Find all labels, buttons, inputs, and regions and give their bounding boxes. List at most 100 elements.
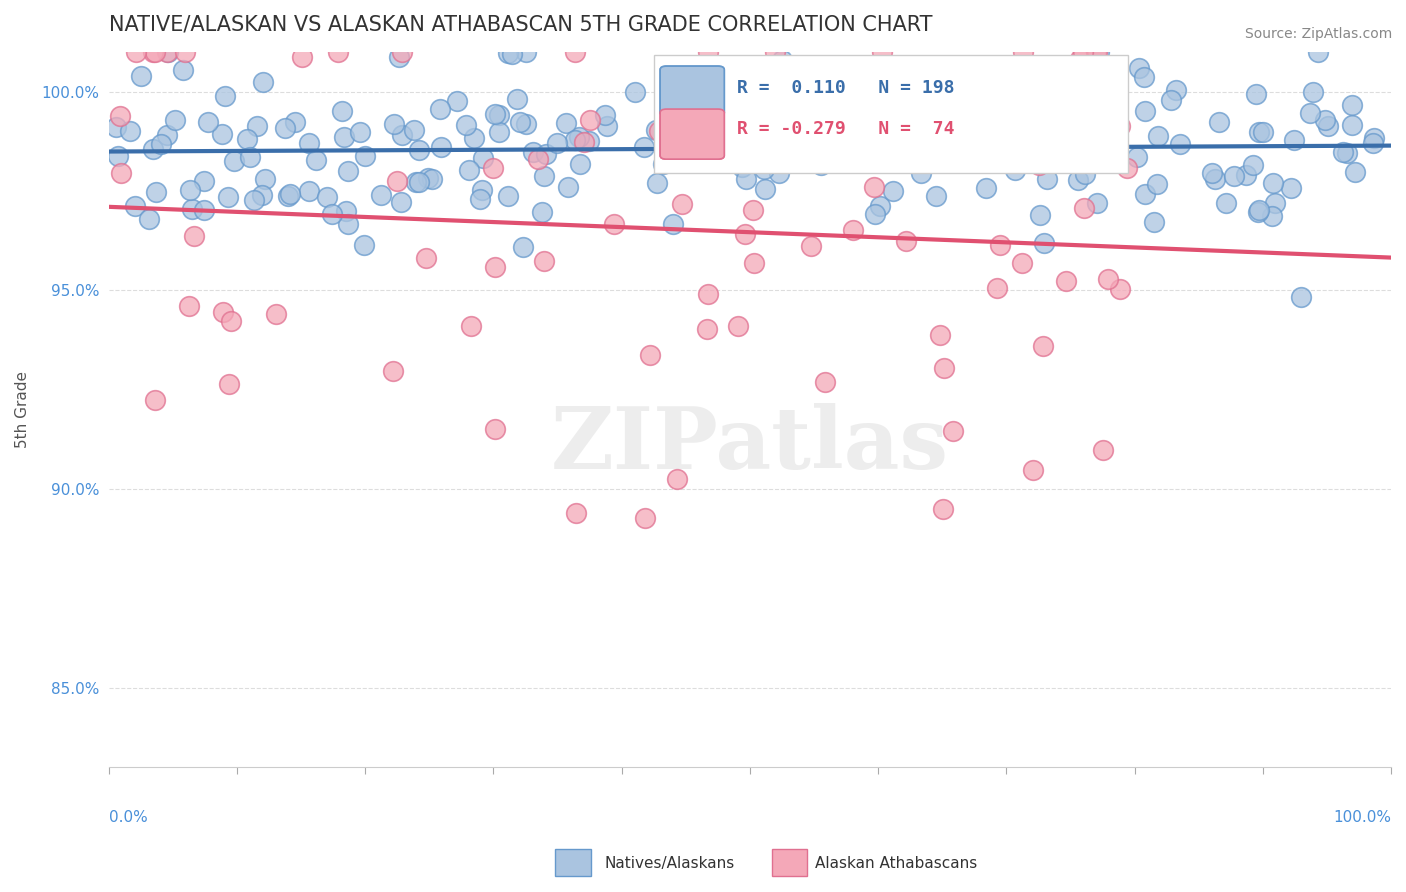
- Point: [1264, 195, 1286, 210]
- Point: [522, 145, 544, 159]
- Point: [1249, 125, 1271, 139]
- Point: [865, 131, 887, 145]
- Point: [471, 183, 494, 197]
- Point: [1315, 112, 1337, 127]
- Point: [603, 217, 626, 231]
- Point: [983, 86, 1005, 100]
- Point: [472, 151, 495, 165]
- FancyBboxPatch shape: [654, 55, 1128, 173]
- Point: [214, 89, 236, 103]
- Point: [665, 472, 688, 486]
- Point: [910, 165, 932, 179]
- Point: [250, 188, 273, 202]
- Point: [1000, 112, 1022, 127]
- Point: [1299, 106, 1322, 120]
- Point: [484, 107, 506, 121]
- Point: [842, 222, 865, 236]
- Point: [298, 184, 321, 198]
- Point: [1028, 158, 1050, 172]
- Text: R =  0.110   N = 198: R = 0.110 N = 198: [737, 78, 955, 96]
- Point: [388, 49, 411, 63]
- Point: [800, 238, 823, 252]
- Point: [353, 148, 375, 162]
- Point: [894, 235, 917, 249]
- Point: [1022, 463, 1045, 477]
- Point: [908, 89, 931, 103]
- Point: [1133, 186, 1156, 201]
- Text: Source: ZipAtlas.com: Source: ZipAtlas.com: [1244, 27, 1392, 41]
- Point: [651, 157, 673, 171]
- Point: [557, 180, 579, 194]
- Point: [1341, 119, 1364, 133]
- Point: [337, 217, 360, 231]
- Point: [1031, 149, 1053, 163]
- Point: [328, 45, 350, 59]
- Point: [534, 147, 557, 161]
- Point: [799, 140, 821, 154]
- Point: [150, 136, 173, 151]
- Point: [1222, 169, 1244, 184]
- Point: [1071, 45, 1094, 59]
- Point: [1204, 172, 1226, 186]
- Point: [217, 190, 239, 204]
- FancyBboxPatch shape: [661, 109, 724, 159]
- Point: [662, 217, 685, 231]
- Point: [770, 54, 793, 68]
- Point: [389, 195, 412, 210]
- Point: [555, 115, 578, 129]
- Point: [863, 180, 886, 194]
- Point: [735, 171, 758, 186]
- Point: [145, 392, 167, 407]
- Point: [1201, 166, 1223, 180]
- Point: [882, 184, 904, 198]
- Point: [143, 45, 166, 59]
- Point: [1146, 128, 1168, 143]
- Point: [1012, 145, 1035, 160]
- Point: [742, 129, 765, 144]
- Point: [501, 46, 523, 61]
- Point: [212, 304, 235, 318]
- Point: [484, 422, 506, 436]
- Point: [236, 131, 259, 145]
- Point: [734, 227, 756, 241]
- Point: [870, 45, 893, 59]
- Point: [181, 202, 204, 217]
- Point: [533, 169, 555, 183]
- Point: [498, 189, 520, 203]
- Point: [810, 158, 832, 172]
- Point: [382, 117, 405, 131]
- Point: [1166, 83, 1188, 97]
- Point: [645, 123, 668, 137]
- Point: [142, 45, 165, 59]
- Point: [1074, 167, 1097, 181]
- Point: [1263, 176, 1285, 190]
- Point: [697, 45, 720, 59]
- Text: 0.0%: 0.0%: [108, 810, 148, 825]
- Point: [578, 113, 600, 128]
- Point: [948, 122, 970, 136]
- Point: [1109, 119, 1132, 133]
- Point: [564, 45, 586, 59]
- Text: ZIPatlas: ZIPatlas: [551, 403, 949, 487]
- Point: [173, 45, 195, 59]
- Point: [177, 299, 200, 313]
- Point: [1247, 204, 1270, 219]
- Point: [974, 180, 997, 194]
- Point: [1084, 45, 1107, 59]
- Point: [1097, 272, 1119, 286]
- Point: [252, 75, 274, 89]
- Text: Natives/Alaskans: Natives/Alaskans: [605, 856, 735, 871]
- Point: [382, 364, 405, 378]
- Point: [408, 143, 430, 157]
- Point: [254, 171, 277, 186]
- Point: [370, 187, 392, 202]
- Point: [458, 162, 481, 177]
- Point: [568, 130, 591, 145]
- Point: [1331, 145, 1354, 160]
- Point: [110, 166, 132, 180]
- Point: [429, 140, 451, 154]
- Point: [418, 171, 440, 186]
- Point: [274, 120, 297, 135]
- Point: [157, 45, 180, 59]
- Point: [533, 254, 555, 268]
